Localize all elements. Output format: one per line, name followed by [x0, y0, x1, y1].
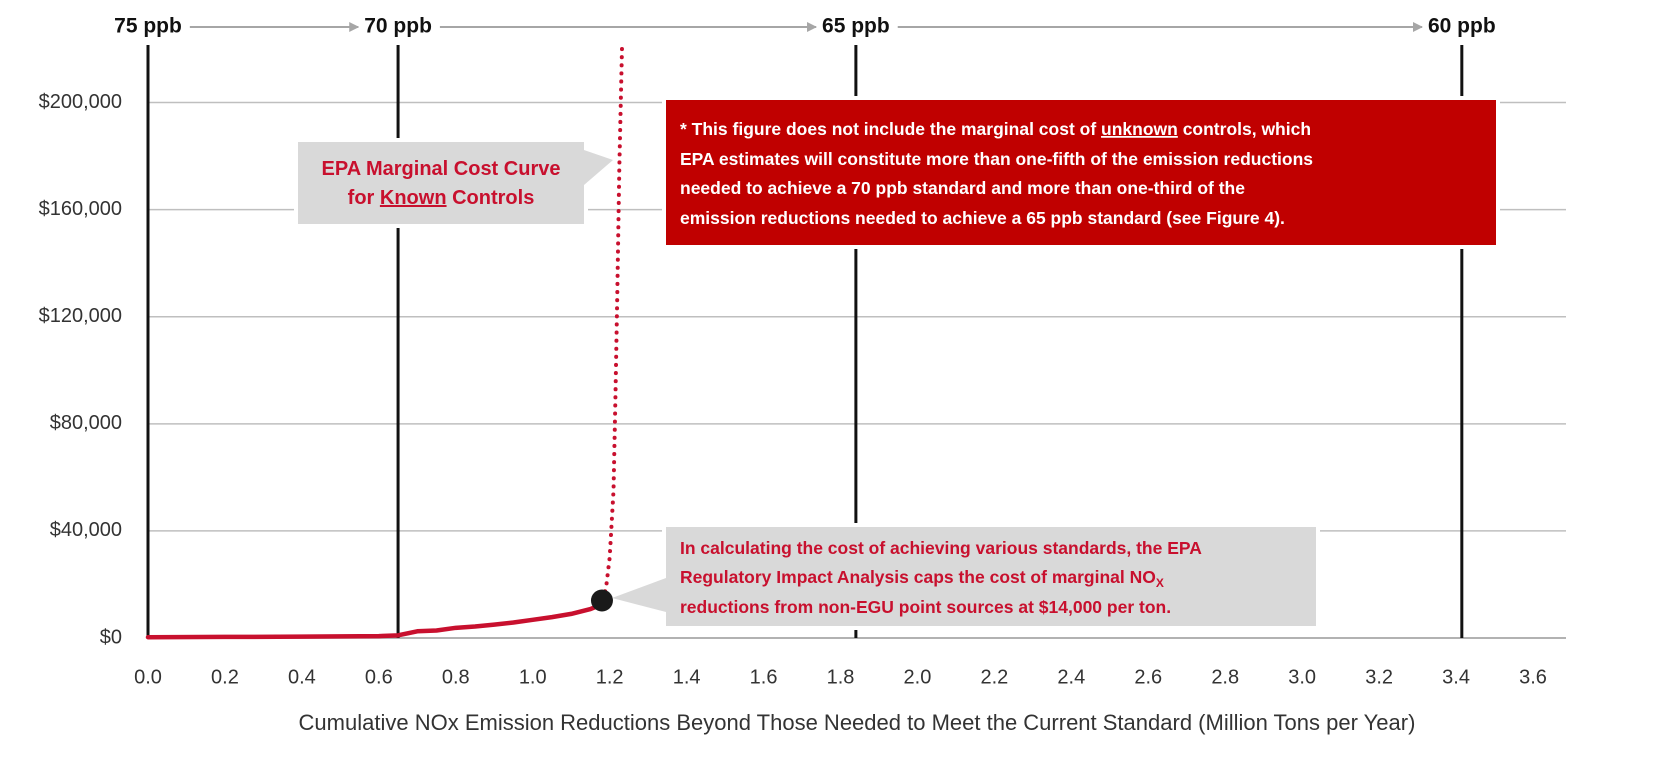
annotation-text: In calculating the cost of achieving var… [680, 538, 1202, 558]
x-tick-label: 1.0 [519, 666, 547, 688]
x-tick-label: 2.2 [980, 666, 1008, 688]
annotation-line: needed to achieve a 70 ppb standard and … [680, 178, 1245, 198]
annotation-line: emission reductions needed to achieve a … [680, 208, 1285, 228]
standard-label: 65 ppb [822, 15, 890, 38]
callout-pointer [612, 578, 666, 612]
x-tick-label: 3.4 [1442, 666, 1470, 688]
cap-point [590, 589, 613, 612]
standard-label: 70 ppb [364, 15, 432, 38]
cost-curve [596, 47, 624, 608]
annotations: EPA Marginal Cost Curve for Known Contro… [294, 96, 1500, 630]
standard-label: 60 ppb [1428, 15, 1496, 38]
y-tick-label: $80,000 [50, 412, 122, 434]
x-axis-title: Cumulative NOx Emission Reductions Beyon… [299, 710, 1416, 735]
annotation-line: Regulatory Impact Analysis caps the cost… [680, 567, 1164, 591]
x-tick-label: 1.6 [750, 666, 778, 688]
annotation-text: unknown [1101, 119, 1178, 139]
annotation-line: for Known Controls [348, 187, 535, 209]
annotation-text: Controls [447, 187, 535, 209]
x-tick-label: 0.2 [211, 666, 239, 688]
annotation-text: Known [380, 187, 447, 209]
callout-box [294, 138, 588, 228]
callout-pointer [584, 150, 613, 185]
annotation-line: EPA Marginal Cost Curve [322, 158, 561, 180]
y-tick-label: $0 [100, 626, 122, 648]
y-tick-label: $200,000 [39, 91, 122, 113]
annotation-text: for [348, 187, 380, 209]
annotation-text: EPA estimates will constitute more than … [680, 149, 1313, 169]
annotation-line: * This figure does not include the margi… [680, 119, 1311, 139]
y-tick-label: $120,000 [39, 305, 122, 327]
x-tick-label: 1.4 [673, 666, 701, 688]
annotation-text: Regulatory Impact Analysis caps the cost… [680, 567, 1156, 587]
annotation-line: EPA estimates will constitute more than … [680, 149, 1313, 169]
x-tick-label: 0.8 [442, 666, 470, 688]
annotation-line: reductions from non-EGU point sources at… [680, 597, 1171, 617]
x-tick-label: 0.0 [134, 666, 162, 688]
x-tick-label: 3.6 [1519, 666, 1547, 688]
x-tick-label: 2.4 [1057, 666, 1085, 688]
annotation-text: emission reductions needed to achieve a … [680, 208, 1285, 228]
annotation-line: In calculating the cost of achieving var… [680, 538, 1202, 558]
x-tick-label: 2.8 [1211, 666, 1239, 688]
note-box [662, 96, 1500, 249]
callout-box [662, 523, 1320, 630]
annotation-text: needed to achieve a 70 ppb standard and … [680, 178, 1245, 198]
x-tick-label: 3.2 [1365, 666, 1393, 688]
annotation-text: EPA Marginal Cost Curve [322, 158, 561, 180]
cost-curve [145, 603, 601, 640]
standard-label: 75 ppb [114, 15, 182, 38]
x-tick-label: 2.6 [1134, 666, 1162, 688]
x-tick-label: 1.2 [596, 666, 624, 688]
x-tick-label: 2.0 [904, 666, 932, 688]
x-tick-label: 0.4 [288, 666, 316, 688]
annotation-text: reductions from non-EGU point sources at… [680, 597, 1171, 617]
annotation-text: X [1156, 576, 1164, 590]
x-tick-label: 3.0 [1288, 666, 1316, 688]
x-tick-label: 0.6 [365, 666, 393, 688]
annotation-text: * This figure does not include the margi… [680, 119, 1101, 139]
x-tick-label: 1.8 [827, 666, 855, 688]
y-tick-label: $40,000 [50, 519, 122, 541]
annotation-text: controls, which [1178, 119, 1311, 139]
y-tick-label: $160,000 [39, 198, 122, 220]
